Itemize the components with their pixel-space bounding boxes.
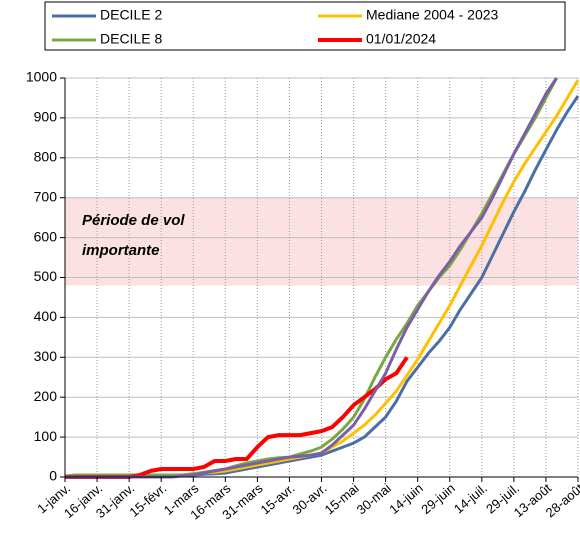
x-tick-label: 30-mai [354, 480, 394, 517]
y-tick-label: 0 [49, 468, 57, 484]
y-tick-label: 400 [34, 308, 58, 324]
x-tick-label: 15-mai [322, 480, 362, 517]
annotation: Période de vol [82, 212, 185, 229]
y-tick-label: 200 [34, 388, 58, 404]
legend-label: DECILE 8 [100, 31, 162, 47]
y-tick-label: 500 [34, 268, 58, 284]
x-tick-label: 30-avr. [290, 480, 330, 517]
series-line [65, 356, 409, 479]
y-tick-label: 300 [34, 348, 58, 364]
y-tick-label: 1000 [26, 69, 57, 85]
x-tick-label: 15-févr. [126, 480, 169, 519]
x-tick-label: 14-juin [386, 480, 426, 517]
y-tick-label: 900 [34, 109, 58, 125]
y-tick-label: 700 [34, 188, 58, 204]
x-tick-label: 15-avr. [257, 480, 297, 517]
legend-label: 01/01/2024 [366, 31, 436, 47]
legend-box [44, 1, 566, 51]
y-tick-label: 100 [34, 428, 58, 444]
x-tick-label: 29-juin [418, 480, 458, 517]
annotation: importante [82, 242, 160, 259]
y-tick-label: 600 [34, 228, 58, 244]
x-tick-label: 14-juil. [451, 480, 490, 516]
y-tick-label: 800 [34, 149, 58, 165]
legend-label: Mediane 2004 - 2023 [366, 7, 499, 23]
legend-label: DECILE 2 [100, 7, 162, 23]
